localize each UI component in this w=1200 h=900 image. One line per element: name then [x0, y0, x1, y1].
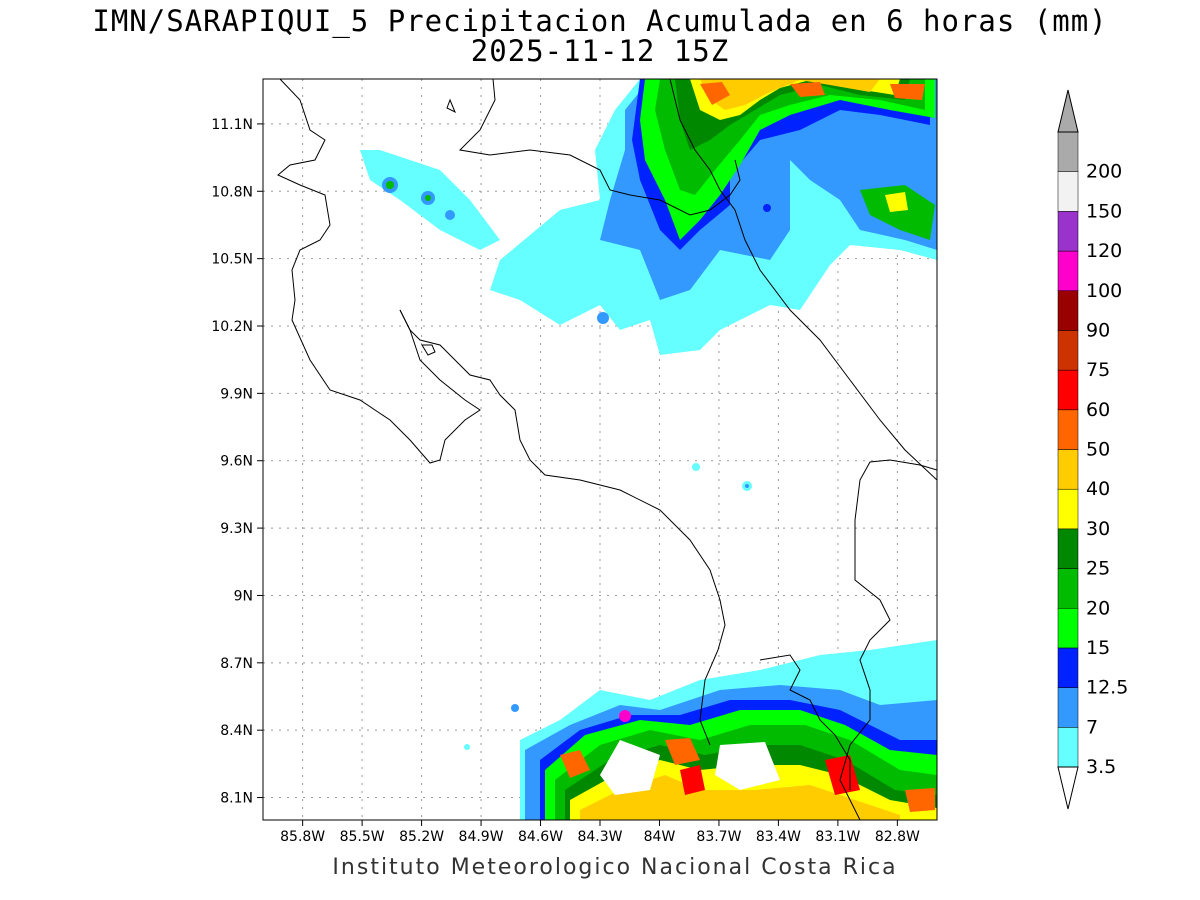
lon-tick-label: 84.3W [577, 829, 622, 845]
colorbar-swatch [1057, 608, 1079, 649]
colorbar-swatch [1057, 369, 1079, 411]
lat-tick-label: 10.8N [211, 184, 253, 200]
colorbar-label: 30 [1086, 518, 1110, 540]
colorbar-legend: 3.5 7 12.5 15 20 25 30 40 50 60 75 90 100 120 150 200 [1057, 89, 1128, 810]
lon-tick-label: 82.8W [875, 829, 920, 845]
lon-tick-label: 85.5W [340, 829, 385, 845]
colorbar-label: 90 [1086, 319, 1110, 341]
colorbar-label: 200 [1086, 161, 1122, 183]
island-chira [421, 344, 436, 356]
colorbar-label: 75 [1086, 359, 1110, 381]
colorbar-label: 12.5 [1086, 677, 1128, 699]
colorbar-label: 3.5 [1086, 756, 1116, 778]
colorbar-swatch [1057, 449, 1079, 490]
colorbar-label: 15 [1086, 637, 1110, 659]
lat-tick-label: 8.1N [220, 791, 253, 807]
lon-tick-label: 83.1W [815, 829, 860, 845]
pacific-coast [399, 309, 726, 746]
colorbar-swatch [1057, 409, 1079, 450]
colorbar-label: 150 [1086, 200, 1122, 222]
axis-ticks: 11.1N 10.8N 10.5N 10.2N 9.9N 9.6N 9.3N 9N 8.7N 8.… [211, 117, 920, 845]
coastline-and-borders [277, 79, 937, 820]
colorbar-swatch [1057, 568, 1079, 609]
footer-credit: Instituto Meteorologico Nacional Costa R… [332, 855, 898, 880]
colorbar-swatch [1057, 330, 1079, 371]
lat-tick-label: 10.2N [211, 319, 253, 335]
colorbar-label: 40 [1086, 478, 1110, 500]
colorbar-label: 100 [1086, 280, 1122, 302]
colorbar-label: 120 [1086, 240, 1122, 262]
osa-border [759, 654, 851, 790]
colorbar-over-arrow [1057, 89, 1079, 133]
colorbar-swatch [1057, 727, 1079, 768]
lon-tick-label: 85.2W [399, 829, 444, 845]
precip-field [360, 79, 937, 820]
lat-tick-label: 9.3N [220, 521, 253, 537]
colorbar-label: 25 [1086, 558, 1110, 580]
colorbar-swatch [1057, 290, 1079, 331]
lat-tick-label: 9N [234, 588, 253, 604]
lon-tick-label: 85.8W [280, 829, 325, 845]
precip-area-south [464, 463, 937, 820]
colorbar-swatch [1057, 171, 1079, 212]
colorbar-swatch [1057, 131, 1079, 172]
lat-tick-label: 9.9N [220, 386, 253, 402]
lon-tick-label: 83.4W [756, 829, 801, 845]
panama-border [839, 459, 937, 820]
colorbar-swatch [1057, 687, 1079, 728]
colorbar-label: 20 [1086, 597, 1110, 619]
lon-tick-label: 83.7W [696, 829, 741, 845]
lat-tick-label: 8.4N [220, 723, 253, 739]
map-title: IMN/SARAPIQUI_5 Precipitacion Acumulada … [92, 4, 1108, 38]
colorbar-swatch [1057, 250, 1079, 291]
precip-area-north [360, 79, 937, 355]
colorbar-swatch [1057, 211, 1079, 252]
island-nicoya [446, 98, 456, 114]
nicaragua-border [458, 79, 741, 216]
colorbar-swatch [1057, 488, 1079, 530]
lon-tick-label: 84.6W [518, 829, 563, 845]
lat-tick-label: 11.1N [211, 117, 253, 133]
map-subtitle-date: 2025-11-12 15Z [470, 34, 730, 68]
lat-tick-label: 9.6N [220, 454, 253, 470]
colorbar-label: 7 [1086, 716, 1098, 738]
lat-tick-label: 8.7N [220, 656, 253, 672]
colorbar-label: 50 [1086, 439, 1110, 461]
nicoya-coast [277, 79, 481, 464]
colorbar-swatch [1057, 528, 1079, 569]
lon-tick-label: 84W [644, 829, 676, 845]
lat-tick-label: 10.5N [211, 252, 253, 268]
colorbar-swatch [1057, 647, 1079, 688]
colorbar-under-arrow [1057, 766, 1079, 810]
colorbar-label: 60 [1086, 399, 1110, 421]
lon-tick-label: 84.9W [459, 829, 504, 845]
caribbean-coast [669, 79, 937, 481]
